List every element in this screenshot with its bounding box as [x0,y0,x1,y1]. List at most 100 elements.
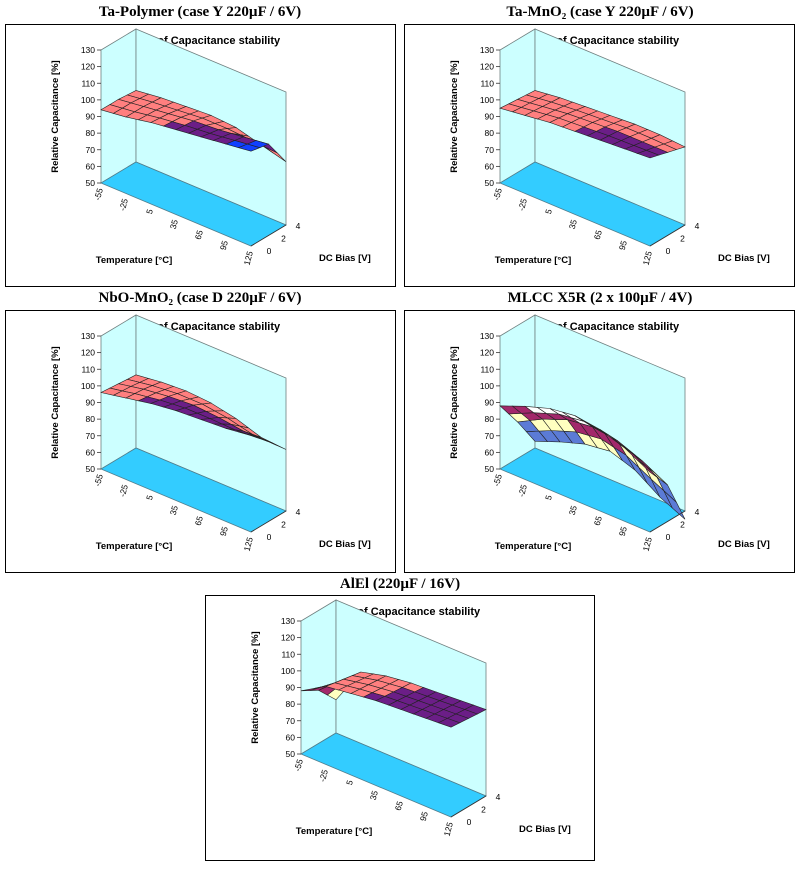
x-tick-label: 65 [193,515,205,527]
y-tick-label: 4 [296,507,301,517]
y-tick-label: 4 [695,221,700,231]
x-axis-label: Temperature [°C] [495,541,571,552]
x-tick-label: -25 [317,768,330,783]
z-axis-label: Relative Capacitance [%] [250,631,261,743]
x-tick-label: 35 [368,789,380,801]
x-tick-label: 95 [218,239,230,251]
chart-panel-nbo-mno2: Graph of Capacitance stability 50 60 70 80 90… [5,310,396,573]
x-tick-label: 35 [168,218,180,230]
surface-cell [237,143,261,152]
y-tick-label: 0 [267,532,272,542]
z-tick-label: 130 [81,331,95,341]
y-tick-label: 0 [467,817,472,827]
x-tick-label: 125 [442,821,455,838]
caption-mlcc-x5r: MLCC X5R (2 x 100µF / 4V) [507,290,693,306]
z-axis-label: Relative Capacitance [%] [50,60,61,172]
z-tick-label: 120 [480,348,494,358]
surface-chart-ta-polymer: Graph of Capacitance stability5060708090… [50,28,371,267]
z-tick-label: 100 [81,381,95,391]
z-tick-label: 70 [86,431,96,441]
surface-cell [636,149,660,159]
x-tick-label: 95 [617,239,629,251]
x-tick-label: 5 [344,779,355,786]
y-axis-label: DC Bias [V] [718,253,770,264]
x-tick-label: 5 [144,494,155,501]
z-tick-label: 100 [480,95,494,105]
x-tick-label: -25 [516,483,529,498]
surface-chart-nbo-mno2: Graph of Capacitance stability5060708090… [50,314,371,553]
chart-panel-alel: Graph of Capacitance stability 50 60 70 80 90… [205,595,595,861]
x-tick-label: 65 [193,229,205,241]
x-tick-label: 125 [242,536,255,553]
z-tick-label: 110 [81,364,95,374]
y-axis-label: DC Bias [V] [519,824,571,835]
x-axis-label: Temperature [°C] [96,255,172,266]
z-tick-label: 130 [281,616,295,626]
x-tick-label: 95 [617,525,629,537]
z-tick-label: 110 [281,649,295,659]
z-tick-label: 70 [86,145,96,155]
caption-ta-polymer: Ta-Polymer (case Y 220µF / 6V) [98,4,302,20]
left-wall [300,599,337,755]
caption-ta-mno2: Ta-MnO₂ (case Y 220µF / 6V) [506,4,694,20]
y-axis-label: DC Bias [V] [319,253,371,264]
x-tick-label: 35 [567,504,579,516]
z-tick-label: 50 [485,464,495,474]
x-tick-label: 95 [418,810,430,822]
x-tick-label: 95 [218,525,230,537]
x-tick-label: -25 [117,197,130,212]
z-tick-label: 70 [286,716,296,726]
z-tick-label: 50 [286,749,296,759]
z-tick-label: 60 [485,447,495,457]
chart-panel-ta-mno2: Graph of Capacitance stability 50 60 70 80 90… [404,24,795,287]
z-tick-label: 90 [286,683,296,693]
x-tick-label: 125 [641,250,654,267]
z-tick-label: 90 [86,398,96,408]
z-tick-label: 100 [81,95,95,105]
x-axis-label: Temperature [°C] [96,541,172,552]
z-tick-label: 60 [86,447,96,457]
z-tick-label: 110 [480,78,494,88]
x-tick-label: 5 [144,208,155,215]
surface-chart-mlcc-x5r: Graph of Capacitance stability5060708090… [449,314,770,552]
surface-cell [637,460,660,479]
z-tick-label: 50 [485,178,495,188]
x-tick-label: 65 [393,800,405,812]
z-tick-label: 60 [485,161,495,171]
z-tick-label: 70 [485,145,495,155]
z-tick-label: 80 [86,414,96,424]
x-tick-label: 125 [242,250,255,267]
y-tick-label: 2 [281,520,286,530]
x-tick-label: -55 [491,473,504,488]
chart-panel-mlcc-x5r: Graph of Capacitance stability 50 60 70 80 90… [404,310,795,573]
z-tick-label: 120 [480,62,494,72]
y-tick-label: 4 [296,221,301,231]
y-tick-label: 4 [496,792,501,802]
z-tick-label: 100 [480,381,494,391]
x-axis-label: Temperature [°C] [296,826,372,837]
z-tick-label: 120 [81,62,95,72]
z-tick-label: 130 [480,45,494,55]
floor-edge [250,224,287,247]
caption-alel: AlEl (220µF / 16V) [339,576,461,592]
x-tick-label: 35 [567,218,579,230]
z-axis-label: Relative Capacitance [%] [50,346,61,458]
y-tick-label: 4 [695,507,700,517]
surface-cell [437,718,461,728]
x-tick-label: -55 [92,187,105,202]
y-tick-label: 0 [666,532,671,542]
y-tick-label: 2 [680,234,685,244]
z-axis-label: Relative Capacitance [%] [449,60,460,172]
y-axis-label: DC Bias [V] [319,539,371,550]
y-tick-label: 0 [267,246,272,256]
chart-panel-ta-polymer: Graph of Capacitance stability 50 60 70 80 90… [5,24,396,287]
z-tick-label: 130 [480,331,494,341]
surface-chart-ta-mno2: Graph of Capacitance stability5060708090… [449,28,770,267]
x-tick-label: 65 [592,515,604,527]
y-tick-label: 2 [281,234,286,244]
floor-edge [649,510,686,533]
z-tick-label: 120 [81,348,95,358]
x-tick-label: 65 [592,229,604,241]
z-tick-label: 80 [86,128,96,138]
surface-cell [238,431,260,439]
